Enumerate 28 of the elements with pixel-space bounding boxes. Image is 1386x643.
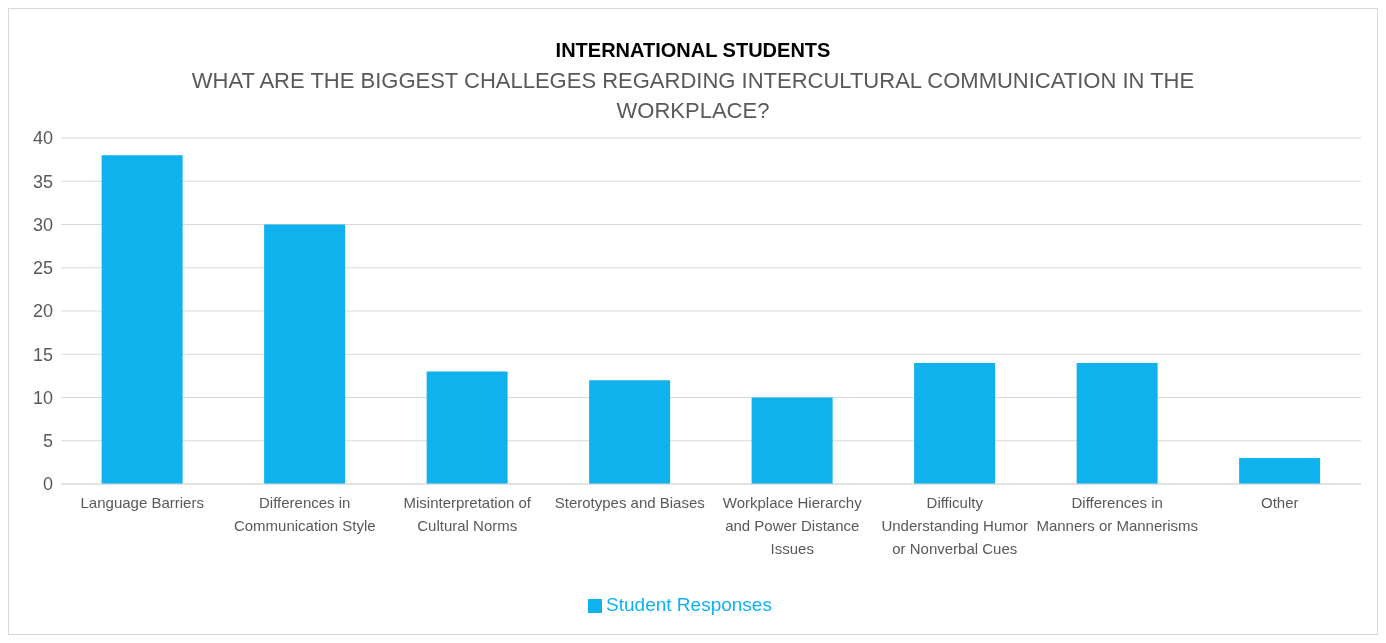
x-tick-label: Differences in Manners or Mannerisms (1036, 494, 1199, 534)
bar (914, 362, 996, 484)
x-tick-label: Differences in Communication Style (233, 494, 376, 534)
y-tick-label: 40 (32, 128, 53, 149)
bar (101, 155, 183, 484)
bar (1076, 362, 1158, 484)
y-tick-label: 35 (32, 171, 53, 192)
bar (751, 397, 833, 484)
chart-title: INTERNATIONAL STUDENTS (554, 39, 832, 62)
x-tick-label: Workplace Hierarchy and Power Distance Issues (722, 494, 863, 557)
legend-label: Student Responses (606, 594, 772, 615)
y-tick-label: 10 (32, 387, 53, 408)
y-tick-label: 20 (32, 301, 53, 322)
x-tick-label: Language Barriers (80, 494, 204, 511)
y-tick-label: 5 (42, 431, 53, 452)
y-tick-label: 15 (32, 344, 53, 365)
bar (426, 371, 508, 484)
x-tick-label: Other (1260, 494, 1299, 511)
bar (1239, 458, 1321, 484)
y-tick-label: 30 (32, 214, 53, 235)
bar (264, 224, 346, 484)
y-tick-label: 25 (32, 258, 53, 279)
bar (589, 380, 671, 484)
x-tick-label: Difficulty Understanding Humor or Nonverbal Cues (881, 494, 1029, 557)
x-tick-label: Misinterpretation of Cultural Norms (403, 494, 532, 534)
chart-subtitle: WHAT ARE THE BIGGEST CHALLEGES REGARDING INTERCULTURAL COMMUNICATION IN THE WORKPLACE? (190, 67, 1196, 125)
x-tick-label: Sterotypes and Biases (554, 494, 705, 511)
y-tick-label: 0 (42, 474, 53, 495)
